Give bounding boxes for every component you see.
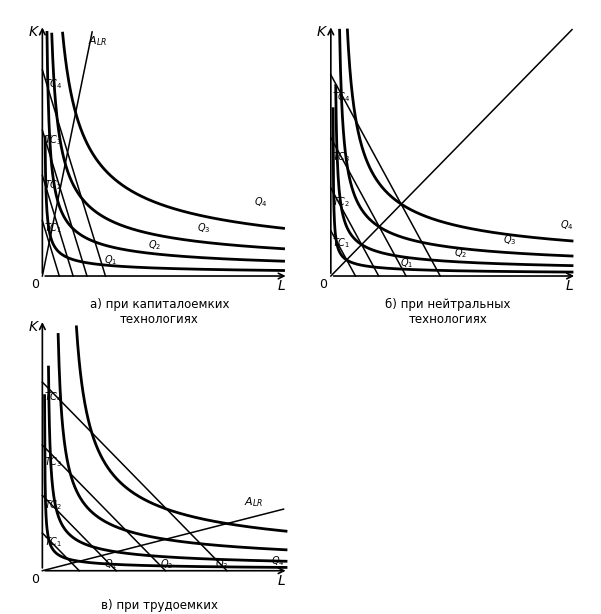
Text: $Q_1$: $Q_1$ [400,256,413,270]
Text: 0: 0 [31,278,39,291]
Text: $A_{LR}$: $A_{LR}$ [88,34,107,49]
Text: $L$: $L$ [276,574,285,588]
Text: $TC_4$: $TC_4$ [44,390,63,403]
Text: $TC_2$: $TC_2$ [44,178,62,192]
Text: $Q_2$: $Q_2$ [160,557,174,571]
Text: $TC_2$: $TC_2$ [44,498,62,511]
Text: $A_{LR}$: $A_{LR}$ [244,495,263,509]
Text: $Q_4$: $Q_4$ [254,196,267,209]
Text: $Q_1$: $Q_1$ [104,254,117,267]
Text: $TC_3$: $TC_3$ [44,133,62,147]
Text: $TC_4$: $TC_4$ [44,77,63,91]
Text: 0: 0 [31,573,39,586]
Text: $TC_1$: $TC_1$ [44,535,62,550]
Text: $TC_1$: $TC_1$ [332,236,350,250]
Text: в) при трудоемких
технологиях: в) при трудоемких технологиях [101,599,218,614]
Text: $Q_3$: $Q_3$ [197,221,211,235]
Text: $L$: $L$ [565,279,574,293]
Text: $K$: $K$ [28,25,40,39]
Text: $TC_3$: $TC_3$ [44,455,62,469]
Text: б) при нейтральных
технологиях: б) при нейтральных технологиях [385,298,510,326]
Text: $TC_4$: $TC_4$ [332,90,351,104]
Text: $Q_2$: $Q_2$ [454,246,467,260]
Text: $Q_3$: $Q_3$ [503,233,517,247]
Text: а) при капиталоемких
технологиях: а) при капиталоемких технологиях [90,298,229,326]
Text: $Q_1$: $Q_1$ [104,557,117,571]
Text: $K$: $K$ [316,25,328,39]
Text: $TC_1$: $TC_1$ [44,221,62,235]
Text: $TC_2$: $TC_2$ [332,196,350,209]
Text: $Q_2$: $Q_2$ [148,238,162,252]
Text: $K$: $K$ [28,320,40,334]
Text: $Q_4$: $Q_4$ [271,554,285,568]
Text: 0: 0 [320,278,328,291]
Text: $TC_3$: $TC_3$ [332,150,350,164]
Text: $L$: $L$ [276,279,285,293]
Text: $Q_3$: $Q_3$ [215,557,228,571]
Text: $Q_4$: $Q_4$ [560,218,573,232]
